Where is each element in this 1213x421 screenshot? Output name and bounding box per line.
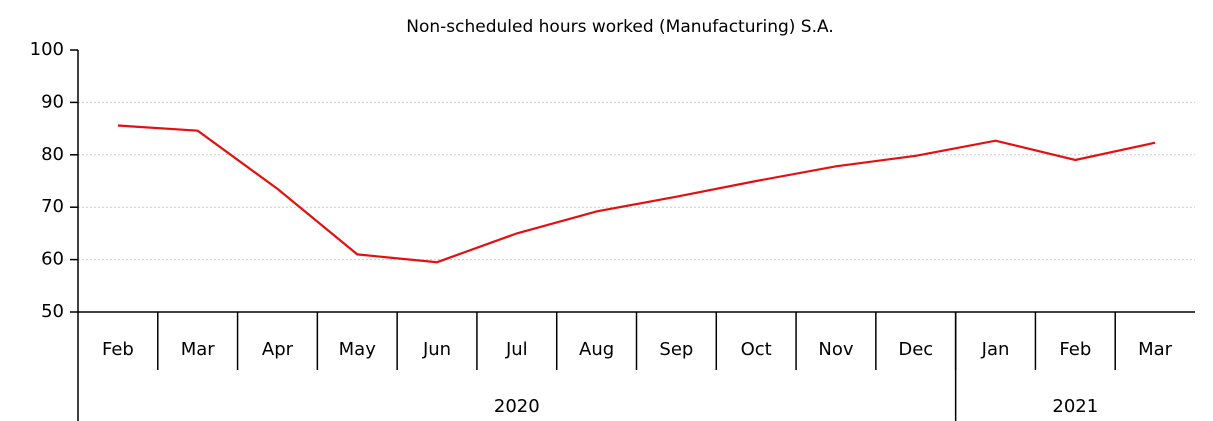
x-tick-label: Aug <box>579 339 614 360</box>
x-tick-label: Feb <box>1059 339 1091 360</box>
chart-title: Non-scheduled hours worked (Manufacturin… <box>406 17 834 37</box>
data-line <box>117 124 1156 264</box>
y-tick-label: 90 <box>41 91 64 112</box>
x-tick-label: Jan <box>981 339 1010 360</box>
x-tick-label: Oct <box>741 339 772 360</box>
group-label: 2021 <box>1052 396 1098 417</box>
x-tick-label: Nov <box>818 339 853 360</box>
x-tick-label: Feb <box>102 339 134 360</box>
group-label: 2020 <box>494 396 540 417</box>
y-tick-label: 50 <box>41 301 64 322</box>
y-tick-label: 80 <box>41 144 64 165</box>
y-tick-label: 70 <box>41 196 64 217</box>
x-tick-label: Jul <box>505 339 528 360</box>
x-tick-label: Dec <box>898 339 933 360</box>
y-tick-label: 100 <box>30 39 64 60</box>
x-tick-label: Apr <box>262 339 294 360</box>
x-tick-label: Jun <box>422 339 451 360</box>
x-tick-label: Sep <box>659 339 693 360</box>
x-tick-label: May <box>339 339 377 360</box>
x-tick-label: Mar <box>1138 339 1173 360</box>
y-tick-label: 60 <box>41 249 64 270</box>
x-tick-label: Mar <box>181 339 216 360</box>
